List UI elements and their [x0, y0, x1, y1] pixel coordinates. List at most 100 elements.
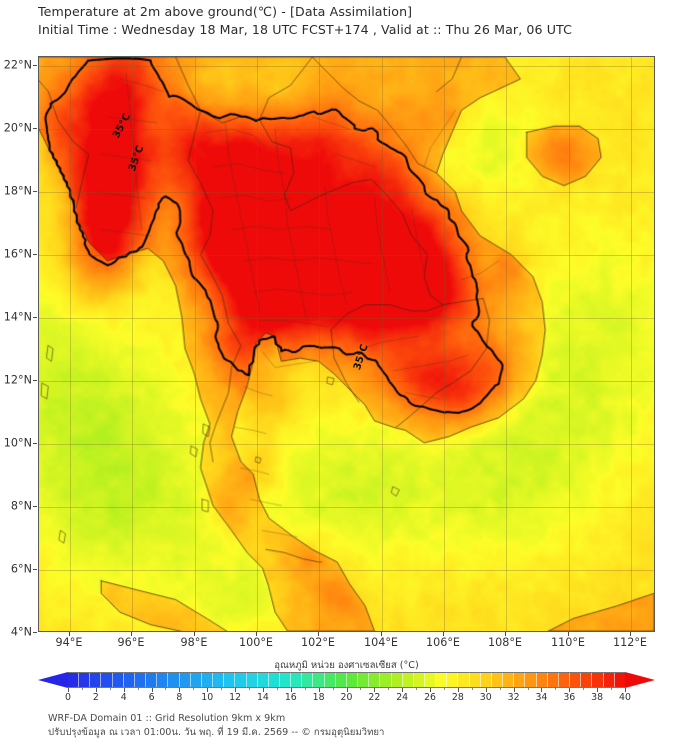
x-axis-tick	[505, 632, 506, 636]
gridline-vertical	[382, 57, 383, 631]
colorbar-cell	[157, 673, 169, 687]
colorbar-cell	[179, 673, 191, 687]
colorbar-cell	[558, 673, 571, 687]
temperature-field-canvas	[39, 57, 654, 631]
colorbar-tick	[151, 688, 153, 692]
gridline-vertical	[132, 57, 133, 631]
gridline-vertical	[257, 57, 258, 631]
colorbar-tick-label: 36	[563, 692, 576, 703]
colorbar-minor-tick	[276, 688, 278, 690]
temperature-map[interactable]: 35°C 35°C 35°C	[38, 56, 655, 632]
colorbar-cell	[592, 673, 604, 687]
colorbar-cell	[146, 673, 158, 687]
colorbar-minor-tick	[527, 688, 529, 690]
colorbar-tick	[68, 688, 69, 692]
colorbar-tick-label: 18	[312, 692, 325, 703]
colorbar-tick	[207, 688, 209, 692]
y-axis-label: 6°N	[10, 562, 32, 576]
chart-title-block: Temperature at 2m above ground(℃) - [Dat…	[38, 3, 658, 39]
x-axis-tick	[69, 632, 70, 636]
colorbar-cell	[90, 673, 102, 687]
colorbar-cell	[224, 673, 236, 687]
colorbar-tick-label: 16	[284, 692, 297, 703]
colorbar-tick-label: 10	[201, 692, 214, 703]
colorbar-gradient	[68, 672, 625, 688]
colorbar-cell	[514, 673, 526, 687]
colorbar-cell	[380, 673, 392, 687]
gridline-horizontal	[39, 129, 654, 130]
colorbar-tick	[430, 688, 432, 692]
colorbar-cell	[480, 673, 492, 687]
y-axis-label: 14°N	[3, 310, 32, 324]
colorbar-cell	[536, 673, 548, 687]
colorbar-cell	[68, 673, 80, 687]
colorbar-cell	[268, 673, 280, 687]
gridline-vertical	[506, 57, 507, 631]
footer-domain-info: WRF-DA Domain 01 :: Grid Resolution 9km …	[48, 713, 286, 724]
colorbar: อุณหภูมิ หน่วย องศาเซลเซียส (°C) 0 2 4 6 8 10…	[38, 658, 655, 706]
colorbar-tick	[541, 688, 543, 692]
colorbar-tick	[374, 688, 376, 692]
colorbar-minor-tick	[471, 688, 473, 690]
y-axis-tick	[33, 380, 37, 381]
y-axis-tick	[33, 128, 37, 129]
colorbar-cell	[436, 673, 448, 687]
y-axis-tick	[33, 254, 37, 255]
colorbar-tick	[457, 688, 459, 692]
x-axis-tick	[630, 632, 631, 636]
colorbar-cell	[168, 673, 180, 687]
gridline-horizontal	[39, 66, 654, 67]
colorbar-minor-tick	[221, 688, 223, 690]
colorbar-cell	[302, 673, 314, 687]
x-axis-tick	[256, 632, 257, 636]
gridline-vertical	[444, 57, 445, 631]
x-axis-tick	[131, 632, 132, 636]
colorbar-cell	[547, 673, 559, 687]
colorbar-tick	[262, 688, 264, 692]
colorbar-cell	[425, 673, 437, 687]
y-axis-tick	[33, 569, 37, 570]
gridline-horizontal	[39, 507, 654, 508]
colorbar-cell	[525, 673, 537, 687]
colorbar-minor-tick	[443, 688, 445, 690]
colorbar-cell	[213, 673, 225, 687]
colorbar-cell	[491, 673, 504, 687]
colorbar-cell	[346, 673, 359, 687]
page-title: Temperature at 2m above ground(℃) - [Dat…	[38, 4, 413, 19]
colorbar-cell	[134, 673, 147, 687]
y-axis-label: 8°N	[10, 499, 32, 513]
x-axis-label: 100°E	[238, 636, 274, 649]
colorbar-tick-label: 34	[535, 692, 548, 703]
gridline-horizontal	[39, 444, 654, 445]
colorbar-cell	[123, 673, 135, 687]
x-axis-tick	[194, 632, 195, 636]
colorbar-minor-tick	[249, 688, 251, 690]
x-axis-tick	[443, 632, 444, 636]
colorbar-cell	[458, 673, 470, 687]
colorbar-minor-tick	[611, 688, 613, 690]
colorbar-cell	[291, 673, 303, 687]
colorbar-cell	[279, 673, 292, 687]
colorbar-minor-tick	[555, 688, 557, 690]
colorbar-minor-tick	[416, 688, 418, 690]
colorbar-tick-label: 12	[229, 692, 242, 703]
colorbar-tick	[179, 688, 181, 692]
colorbar-cell	[581, 673, 593, 687]
colorbar-cell	[469, 673, 481, 687]
colorbar-left-cap	[38, 672, 68, 688]
y-axis-label: 4°N	[10, 625, 32, 639]
x-axis-label: 110°E	[550, 636, 586, 649]
colorbar-cell	[335, 673, 347, 687]
colorbar-cell	[413, 673, 425, 687]
colorbar-cell	[570, 673, 582, 687]
y-axis-label: 18°N	[3, 184, 32, 198]
colorbar-minor-tick	[360, 688, 362, 690]
colorbar-minor-tick	[332, 688, 334, 690]
colorbar-tick-label: 38	[591, 692, 604, 703]
colorbar-cell	[358, 673, 370, 687]
colorbar-tick	[513, 688, 515, 692]
colorbar-tick-label: 2	[92, 692, 99, 703]
x-axis-label: 106°E	[425, 636, 461, 649]
x-axis-label: 94°E	[55, 636, 83, 649]
colorbar-tick	[235, 688, 237, 692]
